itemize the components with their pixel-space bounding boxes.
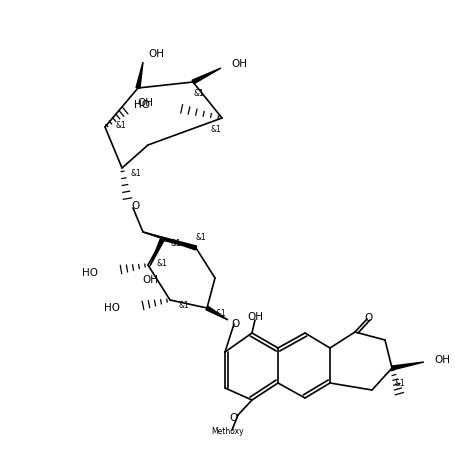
Polygon shape [206, 306, 228, 320]
Polygon shape [143, 232, 196, 250]
Text: O: O [131, 201, 140, 211]
Text: OH: OH [231, 59, 247, 69]
Text: &1: &1 [215, 308, 226, 318]
Text: Methoxy: Methoxy [211, 428, 244, 437]
Text: &1: &1 [116, 120, 126, 129]
Text: &1: &1 [130, 170, 141, 179]
Text: &1: &1 [178, 302, 189, 310]
Text: &1: &1 [156, 258, 167, 267]
Polygon shape [136, 62, 143, 88]
Text: &1: &1 [170, 239, 181, 249]
Text: OH: OH [142, 275, 157, 285]
Text: O: O [231, 319, 240, 329]
Text: &1: &1 [195, 234, 206, 243]
Text: &1: &1 [193, 89, 204, 98]
Polygon shape [192, 68, 221, 84]
Text: HO: HO [82, 268, 98, 278]
Text: O: O [229, 413, 238, 423]
Text: O: O [364, 313, 372, 323]
Text: HO: HO [104, 303, 120, 313]
Text: OH: OH [136, 98, 153, 108]
Text: OH: OH [433, 355, 449, 365]
Text: &1: &1 [210, 125, 221, 134]
Text: OH: OH [247, 312, 263, 322]
Polygon shape [391, 362, 423, 370]
Text: &1: &1 [394, 379, 404, 388]
Text: OH: OH [148, 49, 164, 59]
Polygon shape [150, 239, 163, 266]
Text: HO: HO [134, 100, 150, 110]
